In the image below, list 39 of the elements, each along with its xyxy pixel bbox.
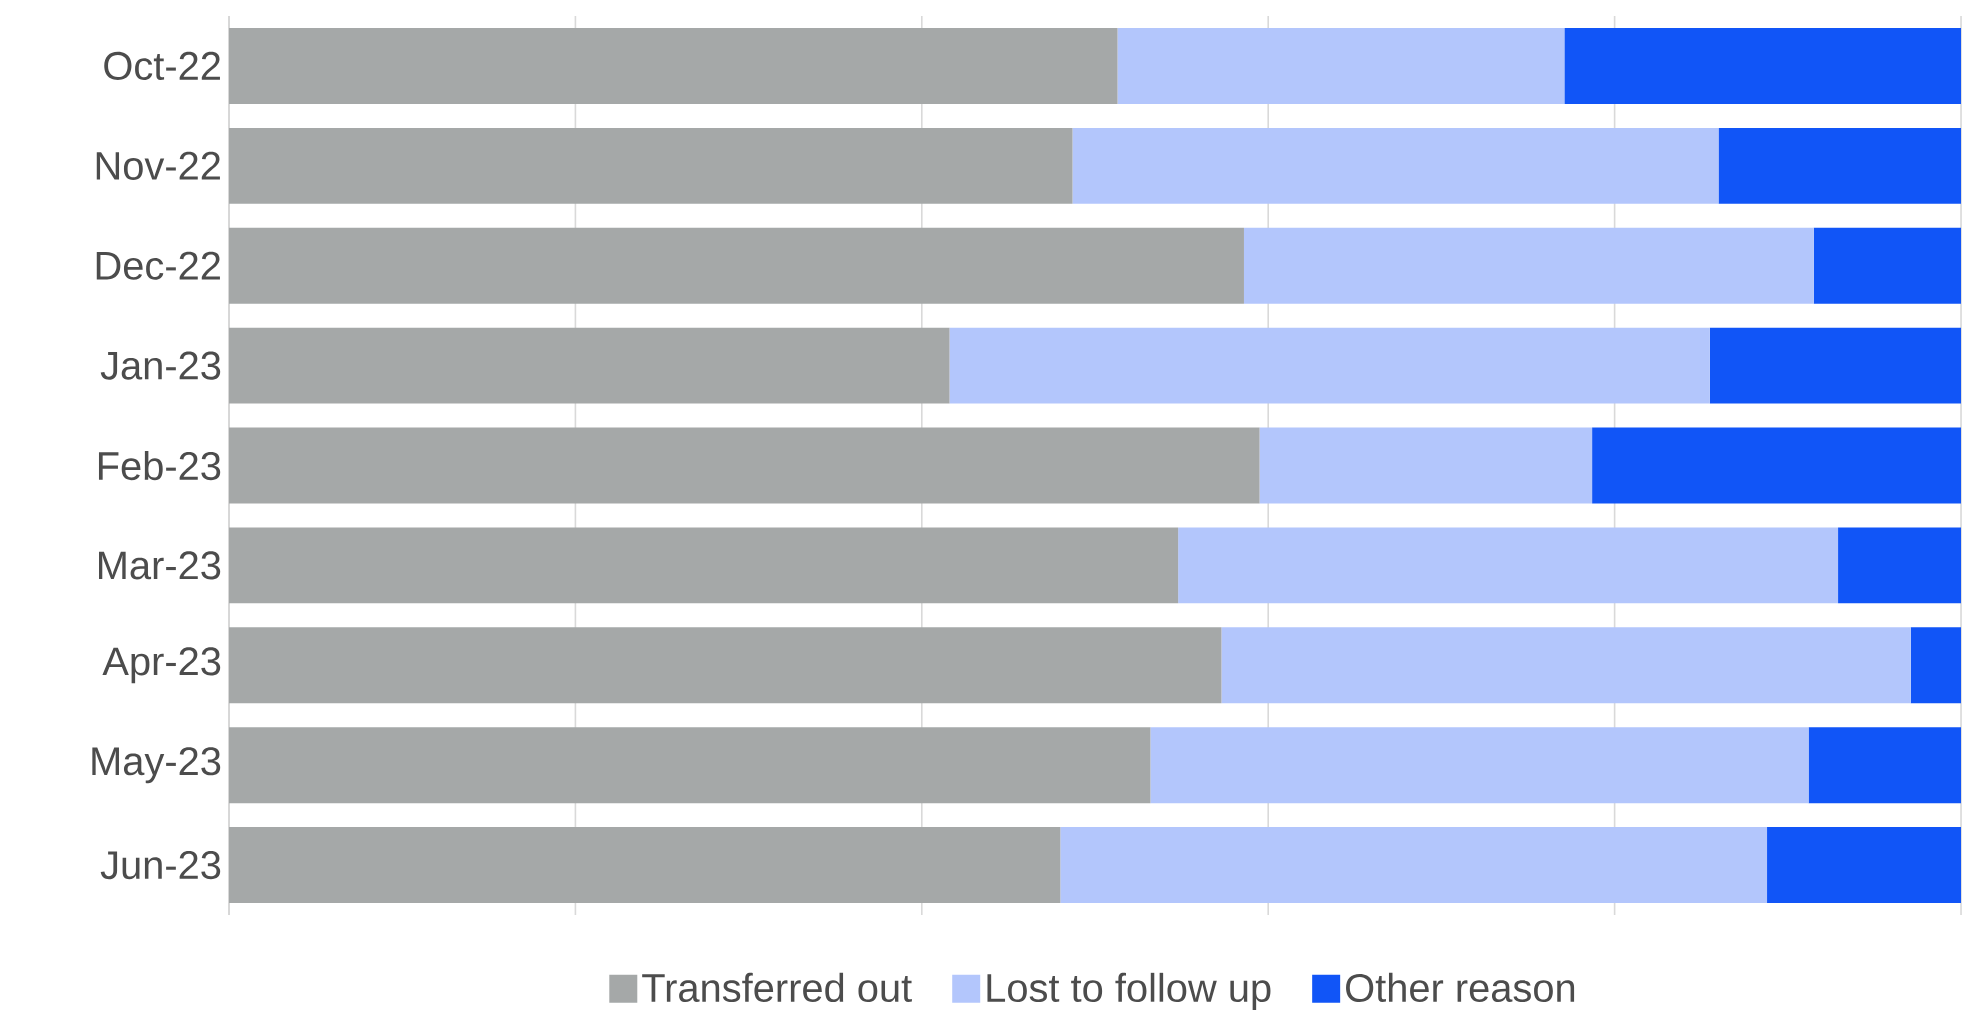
bar (229, 28, 1118, 104)
bar (1060, 827, 1768, 904)
bar (949, 327, 1710, 404)
bar (1838, 527, 1962, 604)
y-tick-label: May-23 (92, 747, 221, 784)
bar (1910, 627, 1962, 704)
bar (1178, 527, 1839, 604)
bar (1259, 427, 1593, 504)
legend-label: Lost to follow up (987, 972, 1271, 1010)
bar (229, 227, 1244, 304)
bar (229, 827, 1061, 904)
bar (1150, 727, 1809, 804)
bar (1808, 727, 1962, 804)
bar (1718, 127, 1962, 204)
bar (1709, 327, 1962, 404)
bar (229, 427, 1260, 504)
bar (229, 127, 1073, 204)
bar (1564, 28, 1962, 104)
bar (229, 527, 1179, 604)
y-tick-label: Jun-23 (100, 850, 221, 880)
y-tick-label: Dec-22 (96, 251, 220, 280)
bar (1767, 827, 1962, 904)
legend-label: Other reason (1346, 972, 1575, 1003)
y-tick-label: Feb-23 (98, 450, 221, 481)
bar (1592, 427, 1962, 504)
bar (1072, 127, 1719, 204)
y-tick-label: Mar-23 (99, 551, 221, 580)
bar (229, 327, 950, 404)
y-tick-label: Nov-22 (96, 151, 220, 180)
bar (1221, 627, 1911, 704)
y-tick-label: Jan-23 (100, 351, 221, 380)
y-tick-label: Apr-23 (102, 647, 221, 684)
bar (1243, 227, 1814, 304)
bar (1117, 28, 1565, 104)
bar (229, 727, 1151, 804)
bar (229, 627, 1222, 704)
bar (1813, 227, 1962, 304)
y-tick-label: Oct-22 (104, 51, 220, 81)
legend-label: Transferred out (642, 972, 912, 1003)
